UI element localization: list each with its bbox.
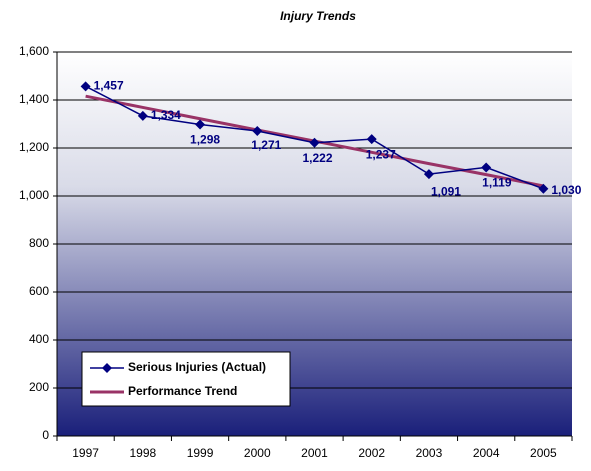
y-tick-label: 1,200 [19,140,49,154]
y-tick-label: 1,600 [19,44,49,58]
data-label: 1,091 [431,184,461,198]
legend-label: Performance Trend [128,384,237,398]
x-tick-label: 2004 [473,446,500,460]
x-tick-label: 2003 [416,446,443,460]
marker [423,169,434,180]
data-label: 1,271 [251,138,281,152]
x-tick-label: 2005 [530,446,557,460]
y-tick-label: 800 [29,236,49,250]
y-tick-label: 0 [42,428,49,442]
marker [366,134,377,145]
marker [481,162,492,173]
x-tick-label: 2000 [244,446,271,460]
x-tick-label: 2002 [358,446,385,460]
data-label: 1,334 [151,108,181,122]
marker [252,125,263,136]
y-tick-label: 400 [29,332,49,346]
x-tick-label: 1997 [72,446,99,460]
chart-title: Injury Trends [280,9,356,23]
data-label: 1,222 [303,151,333,165]
y-tick-label: 600 [29,284,49,298]
legend-box [81,351,291,407]
y-tick-label: 200 [29,380,49,394]
legend-label: Serious Injuries (Actual) [128,360,266,374]
data-label: 1,119 [482,176,512,190]
x-tick-label: 1999 [187,446,214,460]
y-tick-label: 1,400 [19,92,49,106]
legend: Serious Injuries (Actual) Performance Tre… [81,351,291,407]
marker [309,137,320,148]
legend-marker [102,363,112,373]
marker [137,110,148,121]
x-tick-label: 1998 [129,446,156,460]
data-label: 1,030 [551,183,581,197]
y-tick-label: 1,000 [19,188,49,202]
data-label: 1,457 [94,78,124,92]
marker [195,119,206,130]
data-label: 1,298 [190,133,220,147]
data-label: 1,237 [366,147,396,161]
marker [80,81,91,92]
x-tick-label: 2001 [301,446,328,460]
marker [538,183,549,194]
